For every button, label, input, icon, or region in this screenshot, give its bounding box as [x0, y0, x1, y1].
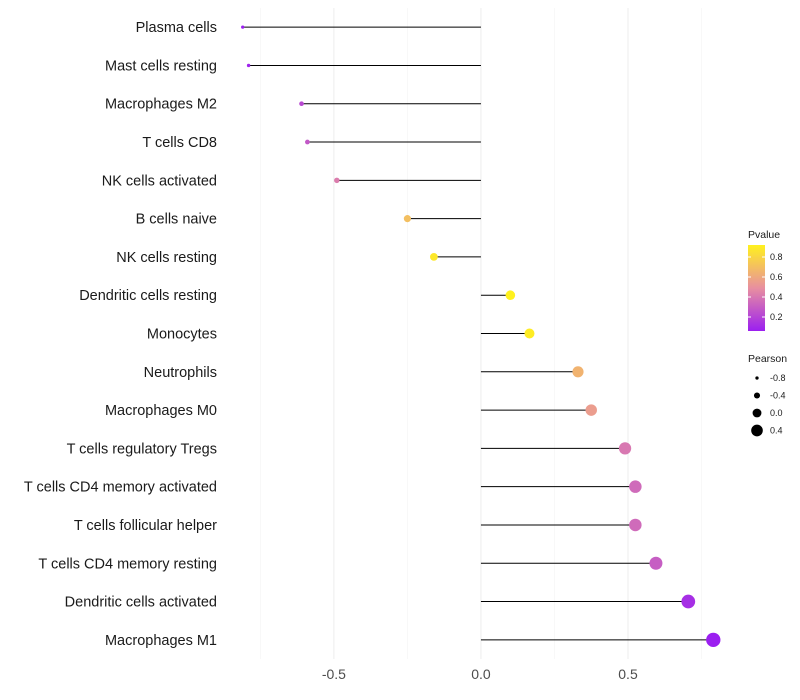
colorbar-tick-label: 0.2: [770, 312, 783, 322]
colorbar-tick-label: 0.6: [770, 272, 783, 282]
lollipop-point: [618, 442, 632, 455]
category-label: Macrophages M1: [105, 633, 217, 649]
lollipop-point: [430, 253, 438, 261]
x-tick-label: 0.0: [471, 666, 491, 682]
pearson-legend-dot: [753, 392, 761, 399]
grid-lines: [260, 8, 702, 659]
lollipop-point: [403, 215, 411, 223]
pearson-legend-label: 0.0: [770, 408, 783, 418]
lollipop-point: [706, 632, 721, 648]
pearson-legend: Pearson -0.8 -0.4 0.0 0.4: [748, 353, 787, 437]
lollipop-point: [241, 25, 245, 29]
category-label: Mast cells resting: [105, 58, 217, 74]
x-tick-label: 0.5: [618, 666, 638, 682]
pearson-legend-keys: -0.8 -0.4 0.0 0.4: [751, 373, 786, 437]
pearson-legend-dot: [755, 376, 759, 380]
lollipop-stems: [242, 26, 714, 641]
lollipop-point: [524, 328, 535, 339]
lollipop-point: [305, 139, 310, 145]
lollipop-point: [681, 594, 696, 609]
category-label: Monocytes: [147, 327, 217, 343]
pvalue-legend: Pvalue 0.8 0.6 0.4 0.2: [748, 229, 783, 331]
lollipop-point: [299, 101, 304, 107]
colorbar-tick-label: 0.4: [770, 292, 783, 302]
pvalue-legend-title: Pvalue: [748, 229, 780, 241]
category-label: Dendritic cells activated: [65, 595, 217, 611]
category-label: Neutrophils: [144, 365, 217, 381]
category-labels: Plasma cells Mast cells resting Macrophage…: [24, 20, 217, 649]
lollipop-point: [246, 63, 251, 68]
category-label: T cells CD8: [142, 135, 217, 151]
category-label: NK cells resting: [116, 250, 217, 266]
category-label: T cells CD4 memory resting: [38, 556, 217, 572]
pearson-legend-dot: [752, 408, 762, 418]
category-label: T cells follicular helper: [74, 518, 217, 534]
lollipop-point: [585, 404, 597, 416]
category-label: Macrophages M2: [105, 97, 217, 113]
lollipop-point: [629, 480, 642, 493]
x-tick-label: -0.5: [322, 666, 346, 682]
lollipop-point: [649, 556, 663, 570]
category-label: Dendritic cells resting: [79, 288, 217, 304]
lollipop-point: [505, 290, 516, 300]
lollipop-point: [334, 177, 340, 184]
category-label: Plasma cells: [136, 20, 217, 36]
category-label: T cells CD4 memory activated: [24, 480, 217, 496]
colorbar-tick-label: 0.8: [770, 252, 783, 262]
x-axis-tick-labels: -0.5 0.0 0.5: [322, 666, 638, 682]
pearson-legend-label: -0.4: [770, 391, 786, 401]
pvalue-colorbar: [748, 245, 765, 331]
category-label: Macrophages M0: [105, 403, 217, 419]
pearson-legend-dot: [751, 424, 763, 437]
category-label: T cells regulatory Tregs: [67, 441, 217, 457]
pearson-legend-label: -0.8: [770, 373, 786, 383]
category-label: NK cells activated: [102, 173, 217, 189]
category-label: B cells naive: [136, 212, 217, 228]
pearson-legend-label: 0.4: [770, 426, 783, 436]
pearson-legend-title: Pearson: [748, 353, 787, 365]
lollipop-point: [629, 518, 642, 532]
pvalue-colorbar-ticks: 0.8 0.6 0.4 0.2: [748, 252, 783, 322]
lollipop-points: [241, 25, 721, 648]
lollipop-point: [572, 366, 584, 378]
